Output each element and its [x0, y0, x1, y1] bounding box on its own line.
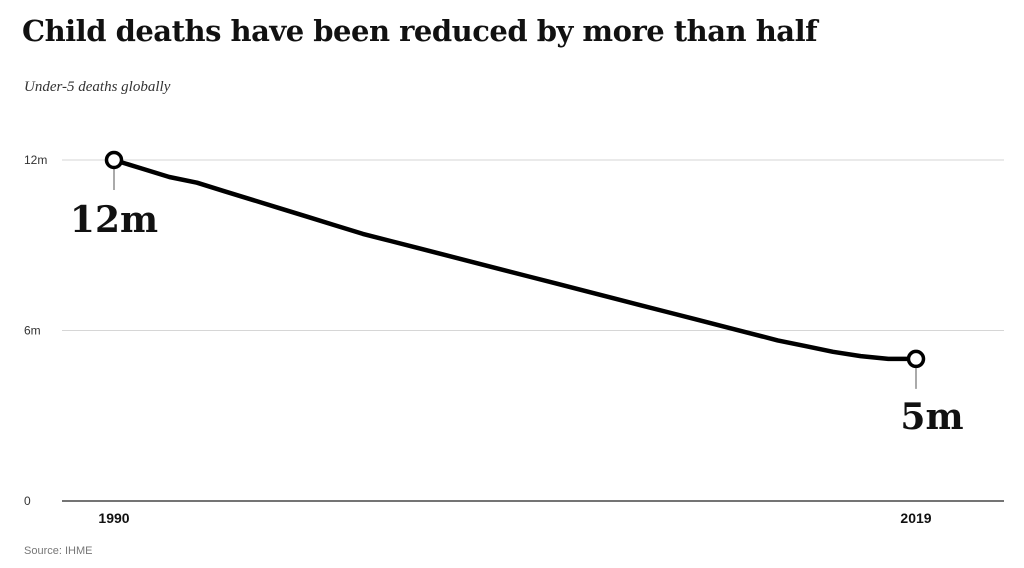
source-note: Source: IHME	[24, 545, 93, 557]
chart-title: Child deaths have been reduced by more t…	[22, 14, 818, 48]
x-tick-label: 2019	[900, 510, 931, 526]
x-tick-label: 1990	[98, 510, 129, 526]
value-annotation: 5m	[900, 396, 963, 438]
y-tick-label: 0	[24, 494, 31, 508]
y-tick-label: 12m	[24, 153, 47, 167]
data-point-marker	[906, 349, 926, 369]
series-line	[111, 157, 919, 362]
value-annotation: 12m	[70, 199, 158, 241]
y-tick-label: 6m	[24, 324, 41, 338]
chart-subtitle: Under-5 deaths globally	[24, 79, 171, 95]
data-point-marker	[104, 150, 124, 170]
